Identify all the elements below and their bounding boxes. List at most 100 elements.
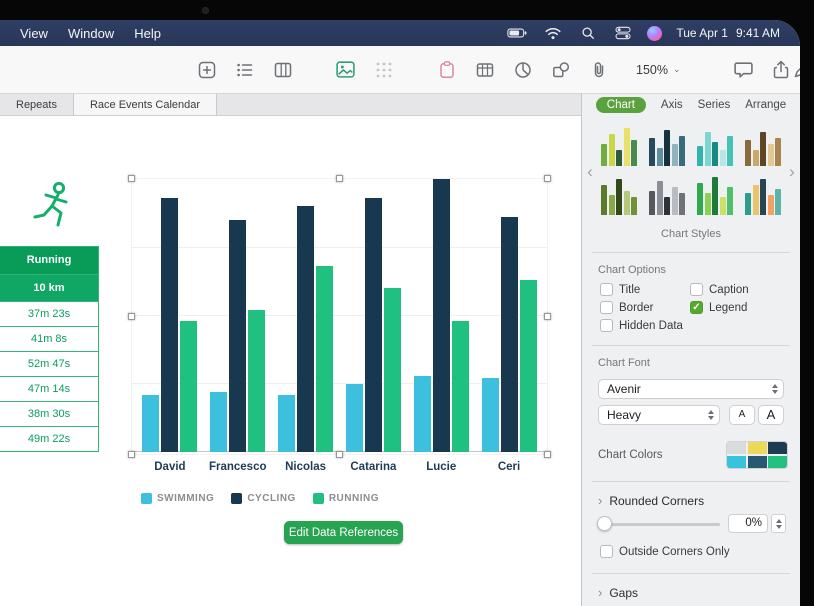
table-icon[interactable] <box>474 59 495 80</box>
insert-icon[interactable] <box>196 59 217 80</box>
table-cell[interactable]: 47m 14s <box>0 376 98 401</box>
bar-running[interactable] <box>519 280 537 452</box>
chart-style-thumb[interactable] <box>647 175 687 215</box>
selection-handle[interactable] <box>335 451 343 458</box>
sheet-tab-race-events-calendar[interactable]: Race Events Calendar <box>73 94 218 115</box>
dotted-grid-icon[interactable] <box>373 59 394 80</box>
rounded-corners-disclosure[interactable]: › Rounded Corners <box>598 493 704 508</box>
selection-handle[interactable] <box>128 175 135 182</box>
bar-cycling[interactable] <box>229 219 247 452</box>
list-icon[interactable] <box>234 59 255 80</box>
zoom-control[interactable]: 150% ⌄ <box>636 63 681 77</box>
legend-item-cycling[interactable]: CYCLING <box>231 493 296 504</box>
shapes-icon[interactable] <box>550 59 571 80</box>
gallery-prev-icon[interactable]: ‹ <box>587 162 593 181</box>
checkbox-box[interactable] <box>600 301 613 314</box>
chart-style-thumb[interactable] <box>599 175 639 215</box>
clipboard-icon[interactable] <box>436 59 457 80</box>
rounded-corners-slider-knob[interactable] <box>597 516 612 531</box>
selection-handle[interactable] <box>544 175 551 182</box>
chart-style-thumb[interactable] <box>647 126 687 166</box>
bar-running[interactable] <box>451 320 469 452</box>
checkbox-outside-corners-only[interactable]: Outside Corners Only <box>600 545 730 558</box>
bar-swimming[interactable] <box>345 383 363 452</box>
rounded-corners-value-field[interactable]: 0% <box>728 514 768 533</box>
checkbox-title[interactable]: Title <box>600 283 690 296</box>
bar-running[interactable] <box>383 288 401 452</box>
rounded-corners-stepper[interactable] <box>771 514 786 533</box>
chart-style-thumb[interactable] <box>695 175 735 215</box>
table-header-cell[interactable]: Running <box>0 247 98 274</box>
gallery-next-icon[interactable]: › <box>789 162 795 181</box>
selection-handle[interactable] <box>128 451 135 458</box>
search-icon[interactable] <box>577 23 598 44</box>
bar-running[interactable] <box>248 310 266 452</box>
legend-item-running[interactable]: RUNNING <box>312 493 379 504</box>
checkbox-caption[interactable]: Caption <box>690 283 749 296</box>
bar-chart[interactable]: David Francesco Nicolas Catarina Lucie Ceri <box>128 175 551 473</box>
table-subheader-cell[interactable]: 10 km <box>0 274 98 301</box>
menu-bar-clock[interactable]: Tue Apr 1 9:41 AM <box>676 26 780 40</box>
bar-cycling[interactable] <box>500 217 518 452</box>
table-cell[interactable]: 38m 30s <box>0 401 98 426</box>
font-weight-select[interactable]: Heavy <box>598 405 720 425</box>
table-cell[interactable]: 52m 47s <box>0 351 98 376</box>
edit-data-references-button[interactable]: Edit Data References <box>284 521 403 544</box>
siri-icon[interactable] <box>647 25 663 41</box>
checkbox-hidden-data[interactable]: Hidden Data <box>600 319 690 332</box>
bar-cycling[interactable] <box>364 198 382 452</box>
legend-item-swimming[interactable]: SWIMMING <box>141 493 214 504</box>
checkbox-box[interactable] <box>600 283 613 296</box>
selection-handle[interactable] <box>544 312 551 320</box>
tab-series[interactable]: Series <box>697 99 731 111</box>
battery-icon[interactable] <box>507 23 528 44</box>
font-size-increase-button[interactable]: A <box>758 405 784 425</box>
table-cell[interactable]: 49m 22s <box>0 426 98 451</box>
font-family-select[interactable]: Avenir <box>598 379 784 399</box>
bar-swimming[interactable] <box>278 394 296 452</box>
table-cell[interactable]: 37m 23s <box>0 301 98 326</box>
columns-icon[interactable] <box>272 59 293 80</box>
sheet-tab-repeats[interactable]: Repeats <box>0 94 74 115</box>
chart-style-thumb[interactable] <box>743 175 783 215</box>
spreadsheet-canvas[interactable]: Running 10 km 37m 23s 41m 8s 52m 47s 47m 14… <box>0 116 581 606</box>
bar-swimming[interactable] <box>210 391 228 452</box>
tab-axis[interactable]: Axis <box>660 99 683 111</box>
chart-style-thumb[interactable] <box>695 126 735 166</box>
checkbox-box[interactable]: ✓ <box>690 301 703 314</box>
gaps-disclosure[interactable]: › Gaps <box>598 585 638 600</box>
pen-icon[interactable] <box>792 59 800 80</box>
menu-help[interactable]: Help <box>134 25 161 41</box>
font-size-decrease-button[interactable]: A <box>729 405 755 425</box>
tab-arrange[interactable]: Arrange <box>745 99 787 111</box>
checkbox-border[interactable]: Border <box>600 301 690 314</box>
selection-handle[interactable] <box>335 175 343 182</box>
tab-chart[interactable]: Chart <box>595 97 646 113</box>
bar-cycling[interactable] <box>161 198 179 452</box>
bar-running[interactable] <box>180 320 198 452</box>
menu-view[interactable]: View <box>20 25 48 41</box>
menu-window[interactable]: Window <box>67 25 115 41</box>
checkbox-box[interactable] <box>600 545 613 558</box>
control-center-icon[interactable] <box>612 23 633 44</box>
chart-style-thumb[interactable] <box>743 126 783 166</box>
chart-colors-swatch-well[interactable] <box>726 441 788 469</box>
bar-cycling[interactable] <box>432 179 450 452</box>
attach-icon[interactable] <box>588 59 609 80</box>
comment-icon[interactable] <box>733 59 754 80</box>
bar-swimming[interactable] <box>413 375 431 452</box>
selection-handle[interactable] <box>544 451 551 458</box>
bar-cycling[interactable] <box>297 206 315 452</box>
checkbox-box[interactable] <box>600 319 613 332</box>
bar-running[interactable] <box>316 266 334 452</box>
pie-chart-icon[interactable] <box>512 59 533 80</box>
share-icon[interactable] <box>771 59 792 80</box>
runner-icon[interactable] <box>31 180 75 230</box>
photo-icon[interactable] <box>335 59 356 80</box>
wifi-icon[interactable] <box>542 23 563 44</box>
checkbox-legend[interactable]: ✓ Legend <box>690 301 749 314</box>
checkbox-box[interactable] <box>690 283 703 296</box>
bar-swimming[interactable] <box>142 394 160 452</box>
rounded-corners-slider-track[interactable] <box>602 523 720 526</box>
chart-style-thumb[interactable] <box>599 126 639 166</box>
